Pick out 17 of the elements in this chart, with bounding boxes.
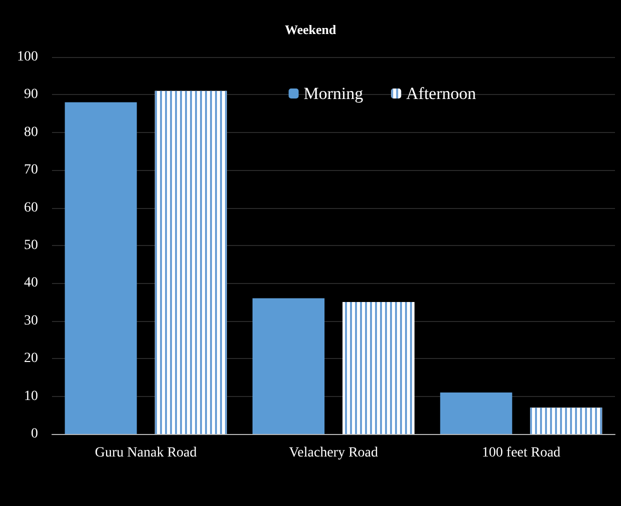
legend-label: Morning bbox=[304, 84, 364, 103]
y-tick-label: 70 bbox=[24, 162, 38, 178]
chart-title: Weekend bbox=[284, 22, 337, 37]
x-tick-label: Guru Nanak Road bbox=[94, 446, 197, 460]
y-tick-label: 0 bbox=[31, 426, 38, 442]
y-tick-label: 20 bbox=[24, 351, 38, 366]
x-tick-label: 100 feet Road bbox=[482, 446, 560, 460]
y-tick-label: 80 bbox=[24, 124, 38, 140]
y-tick-label: 60 bbox=[24, 200, 38, 216]
y-tick-label: 40 bbox=[24, 276, 38, 291]
y-tick-label: 10 bbox=[24, 388, 38, 404]
y-tick-label: 50 bbox=[24, 238, 38, 253]
y-tick-label: 30 bbox=[24, 313, 38, 328]
x-tick-label: Velachery Road bbox=[288, 446, 378, 460]
y-tick-label: 100 bbox=[17, 50, 38, 64]
legend-label: Afternoon bbox=[406, 84, 476, 103]
y-tick-label: 90 bbox=[24, 87, 38, 102]
